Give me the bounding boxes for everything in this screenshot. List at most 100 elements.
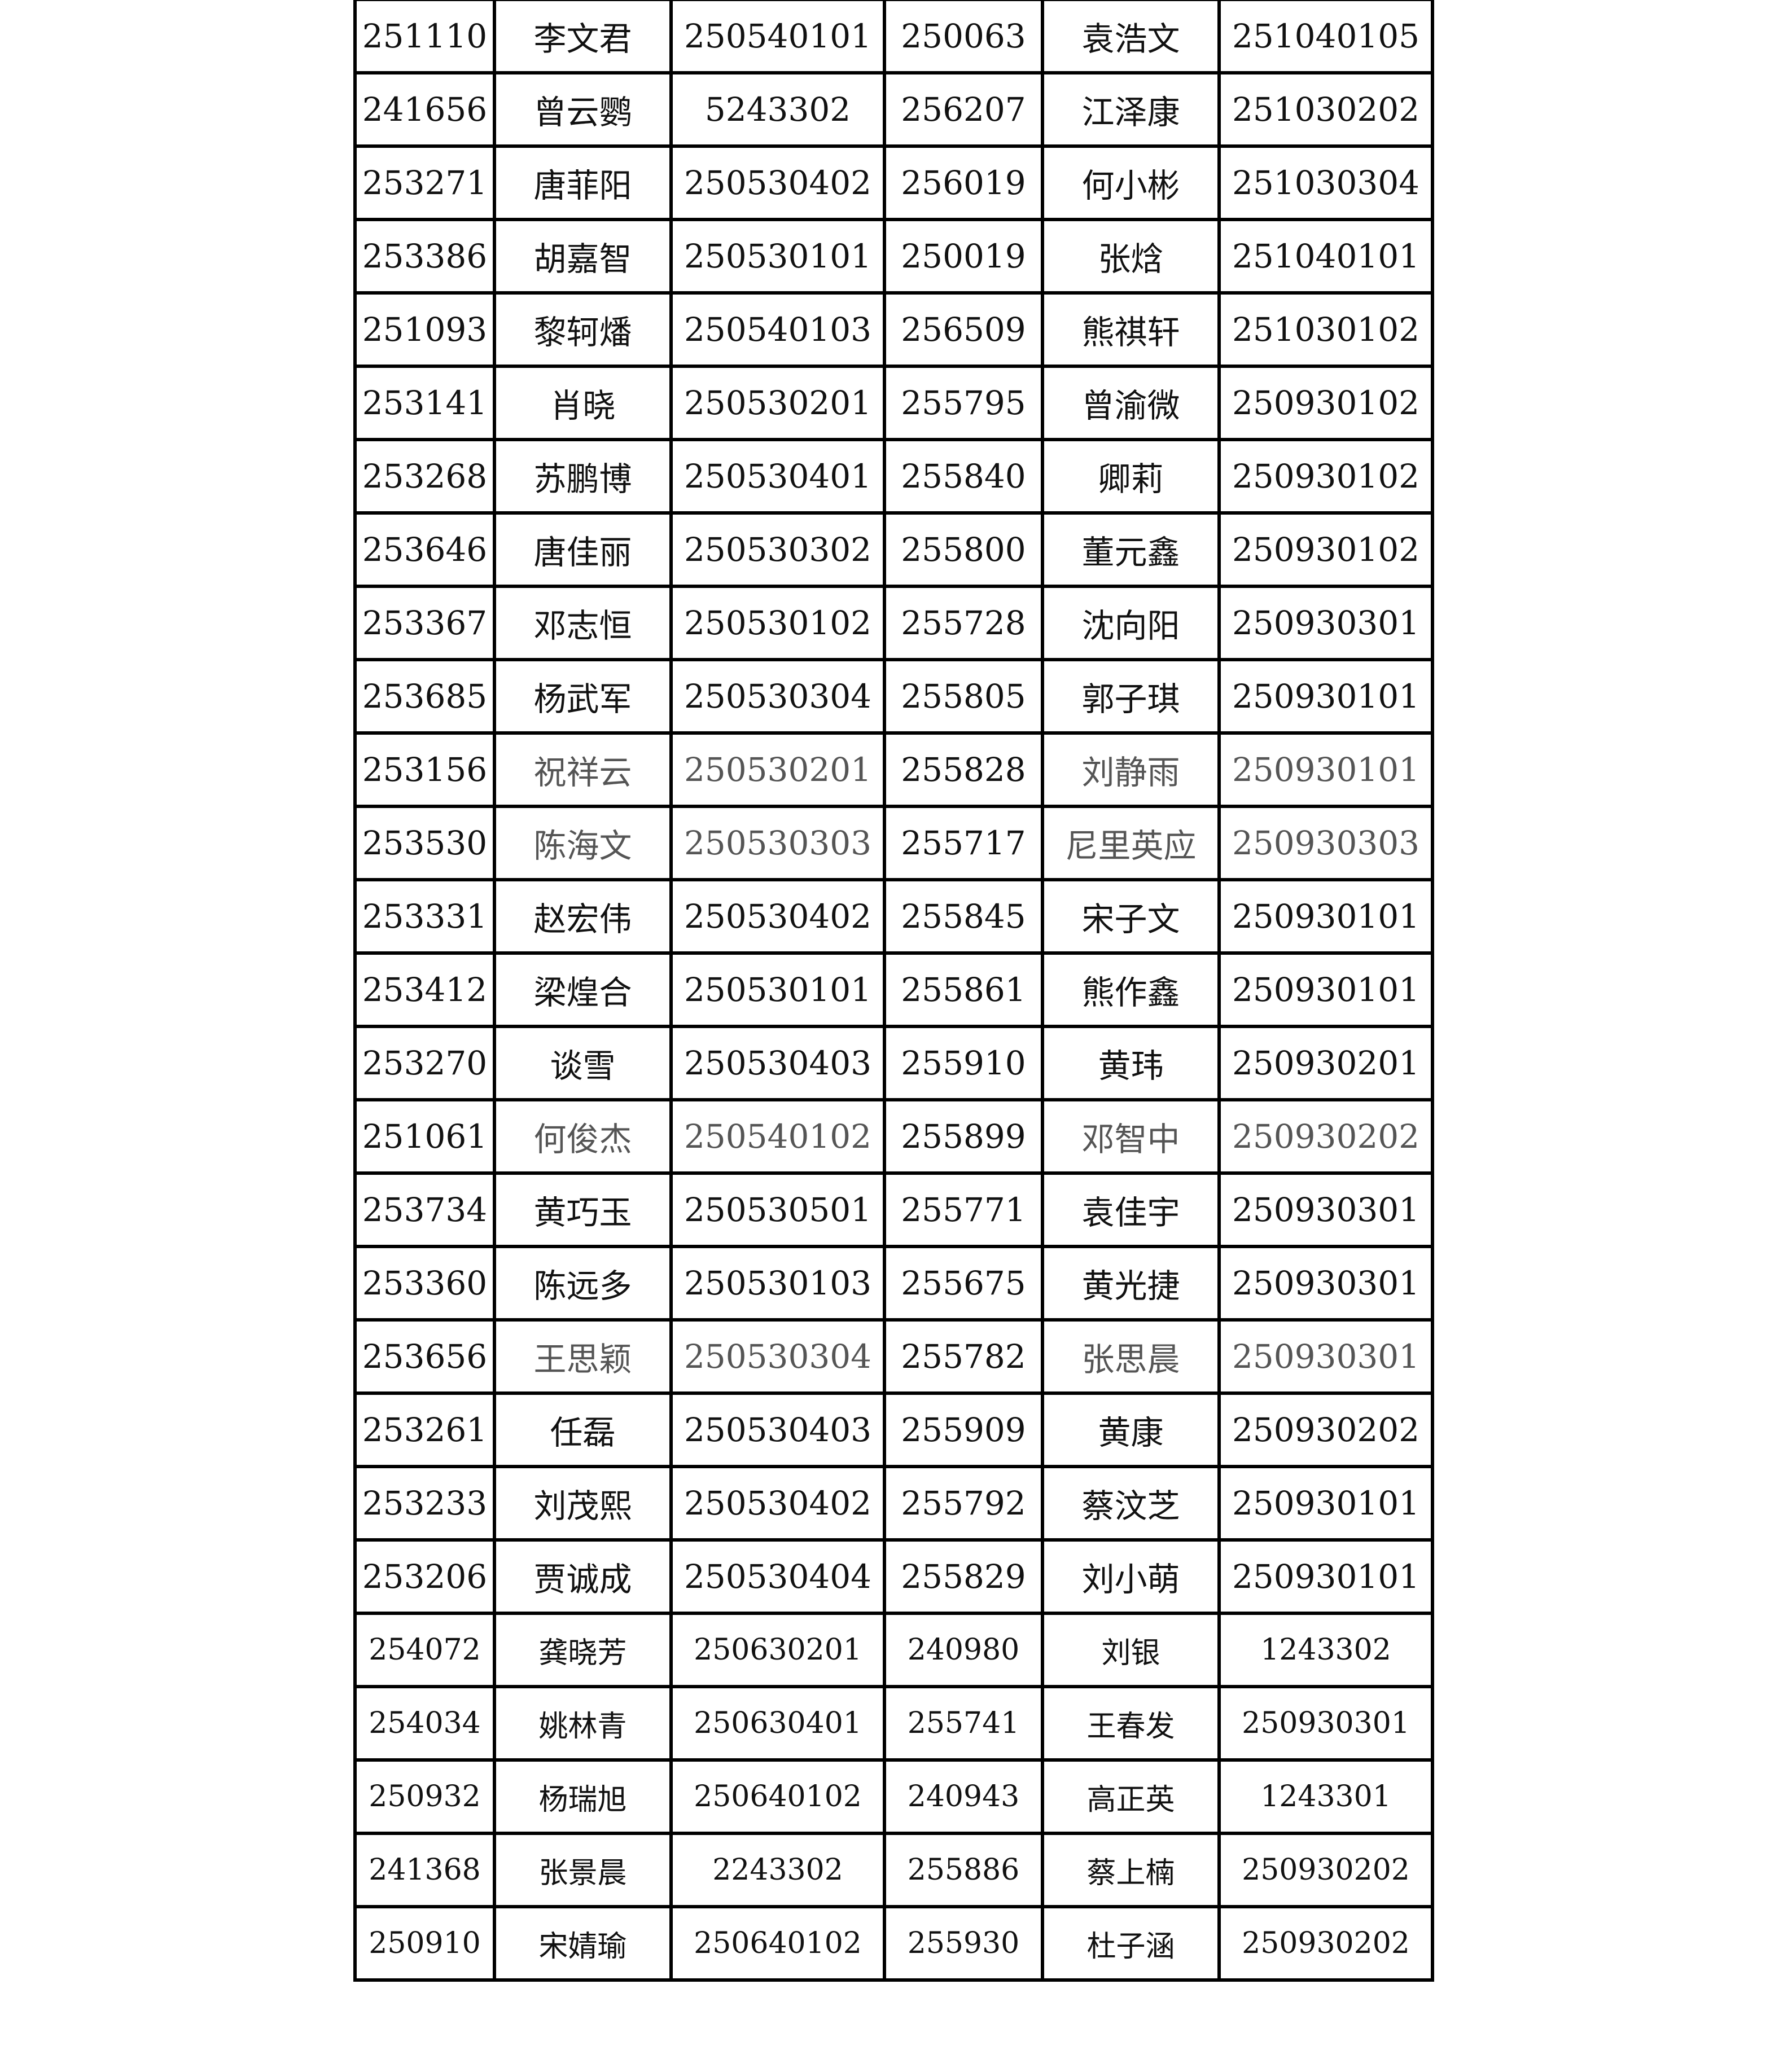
cell-name1: 宋婧瑜: [493, 1905, 673, 1982]
cell-name2: 张思晨: [1041, 1318, 1221, 1395]
cell-code1: 250540101: [669, 0, 886, 74]
table-row: 253685 杨武军 250530304 255805 郭子琪 250930101: [353, 658, 1434, 735]
cell-id1: 251061: [353, 1098, 496, 1175]
cell-code2: 1243302: [1217, 1612, 1434, 1688]
cell-id2: 255741: [883, 1685, 1044, 1762]
cell-name2: 蔡汶芝: [1041, 1465, 1221, 1542]
table-row: 253734 黄巧玉 250530501 255771 袁佳宇 250930301: [353, 1171, 1434, 1248]
cell-id2: 255909: [883, 1391, 1044, 1468]
cell-name2: 刘小萌: [1041, 1538, 1221, 1615]
cell-id1: 253156: [353, 731, 496, 808]
cell-code1: 250530401: [669, 438, 886, 515]
table-row: 253141 肖晓 250530201 255795 曾渝微 250930102: [353, 365, 1434, 441]
cell-code1: 250540102: [669, 1098, 886, 1175]
table-row: 253386 胡嘉智 250530101 250019 张焓 251040101: [353, 218, 1434, 295]
cell-name1: 张景晨: [493, 1832, 673, 1908]
cell-id2: 255845: [883, 878, 1044, 955]
cell-id1: 253734: [353, 1171, 496, 1248]
cell-name1: 龚晓芳: [493, 1612, 673, 1688]
table-row: 253646 唐佳丽 250530302 255800 董元鑫 250930102: [353, 511, 1434, 588]
cell-name2: 沈向阳: [1041, 585, 1221, 661]
cell-name1: 刘茂熙: [493, 1465, 673, 1542]
cell-name2: 何小彬: [1041, 144, 1221, 221]
cell-code2: 250930102: [1217, 511, 1434, 588]
student-table: 251110 李文君 250540101 250063 袁浩文 251040105 2416…: [353, 0, 1434, 1982]
table-row: 253233 刘茂熙 250530402 255792 蔡汶芝 250930101: [353, 1465, 1434, 1542]
cell-id1: 241656: [353, 71, 496, 148]
cell-name2: 王春发: [1041, 1685, 1221, 1762]
cell-name2: 蔡上楠: [1041, 1832, 1221, 1908]
cell-id2: 256509: [883, 291, 1044, 368]
cell-name2: 黄玮: [1041, 1025, 1221, 1101]
cell-id2: 255886: [883, 1832, 1044, 1908]
cell-name1: 胡嘉智: [493, 218, 673, 295]
cell-name2: 杜子涵: [1041, 1905, 1221, 1982]
table-row: 251110 李文君 250540101 250063 袁浩文 251040105: [353, 0, 1434, 74]
cell-code1: 250530101: [669, 218, 886, 295]
cell-name2: 尼里英应: [1041, 805, 1221, 881]
cell-code1: 250530303: [669, 805, 886, 881]
cell-id1: 253530: [353, 805, 496, 881]
cell-name2: 江泽康: [1041, 71, 1221, 148]
cell-id2: 255805: [883, 658, 1044, 735]
cell-id1: 253360: [353, 1245, 496, 1322]
cell-id1: 253386: [353, 218, 496, 295]
table-row: 254034 姚林青 250630401 255741 王春发 250930301: [353, 1685, 1434, 1762]
cell-code2: 251040105: [1217, 0, 1434, 74]
cell-code2: 250930101: [1217, 658, 1434, 735]
cell-id2: 255930: [883, 1905, 1044, 1982]
cell-id2: 255675: [883, 1245, 1044, 1322]
cell-name1: 梁煌合: [493, 951, 673, 1028]
cell-name2: 刘静雨: [1041, 731, 1221, 808]
cell-id1: 253270: [353, 1025, 496, 1101]
cell-code1: 250530201: [669, 731, 886, 808]
cell-code2: 250930301: [1217, 1245, 1434, 1322]
cell-code2: 250930101: [1217, 1538, 1434, 1615]
cell-name2: 高正英: [1041, 1758, 1221, 1835]
cell-name2: 卿莉: [1041, 438, 1221, 515]
cell-code2: 250930102: [1217, 438, 1434, 515]
cell-code2: 250930101: [1217, 878, 1434, 955]
table-row: 253367 邓志恒 250530102 255728 沈向阳 250930301: [353, 585, 1434, 661]
cell-code2: 250930101: [1217, 731, 1434, 808]
cell-id2: 255861: [883, 951, 1044, 1028]
table-row: 253270 谈雪 250530403 255910 黄玮 250930201: [353, 1025, 1434, 1101]
cell-name1: 谈雪: [493, 1025, 673, 1101]
cell-id2: 255800: [883, 511, 1044, 588]
cell-name1: 陈海文: [493, 805, 673, 881]
cell-name1: 黄巧玉: [493, 1171, 673, 1248]
cell-code2: 251030304: [1217, 144, 1434, 221]
table-row: 253156 祝祥云 250530201 255828 刘静雨 250930101: [353, 731, 1434, 808]
cell-code2: 251030102: [1217, 291, 1434, 368]
cell-code1: 2243302: [669, 1832, 886, 1908]
cell-name1: 唐佳丽: [493, 511, 673, 588]
cell-code1: 250530402: [669, 1465, 886, 1542]
cell-id2: 255717: [883, 805, 1044, 881]
cell-code2: 250930303: [1217, 805, 1434, 881]
cell-id1: 253261: [353, 1391, 496, 1468]
cell-id1: 253206: [353, 1538, 496, 1615]
cell-id2: 256207: [883, 71, 1044, 148]
cell-id2: 250063: [883, 0, 1044, 74]
cell-id1: 254034: [353, 1685, 496, 1762]
cell-name2: 袁浩文: [1041, 0, 1221, 74]
cell-name2: 曾渝微: [1041, 365, 1221, 441]
table-row: 253206 贾诚成 250530404 255829 刘小萌 250930101: [353, 1538, 1434, 1615]
table-row: 253331 赵宏伟 250530402 255845 宋子文 250930101: [353, 878, 1434, 955]
cell-name1: 贾诚成: [493, 1538, 673, 1615]
cell-id2: 255840: [883, 438, 1044, 515]
cell-id2: 255771: [883, 1171, 1044, 1248]
cell-id2: 255782: [883, 1318, 1044, 1395]
cell-name1: 陈远多: [493, 1245, 673, 1322]
cell-id1: 250910: [353, 1905, 496, 1982]
cell-id2: 255728: [883, 585, 1044, 661]
cell-code1: 250630401: [669, 1685, 886, 1762]
table-body: 251110 李文君 250540101 250063 袁浩文 251040105 2416…: [353, 0, 1434, 1982]
cell-id1: 254072: [353, 1612, 496, 1688]
cell-name2: 黄康: [1041, 1391, 1221, 1468]
cell-name1: 曾云鹦: [493, 71, 673, 148]
cell-name1: 黎轲燔: [493, 291, 673, 368]
cell-code1: 250530302: [669, 511, 886, 588]
table-row: 253268 苏鹏博 250530401 255840 卿莉 250930102: [353, 438, 1434, 515]
cell-name2: 熊作鑫: [1041, 951, 1221, 1028]
